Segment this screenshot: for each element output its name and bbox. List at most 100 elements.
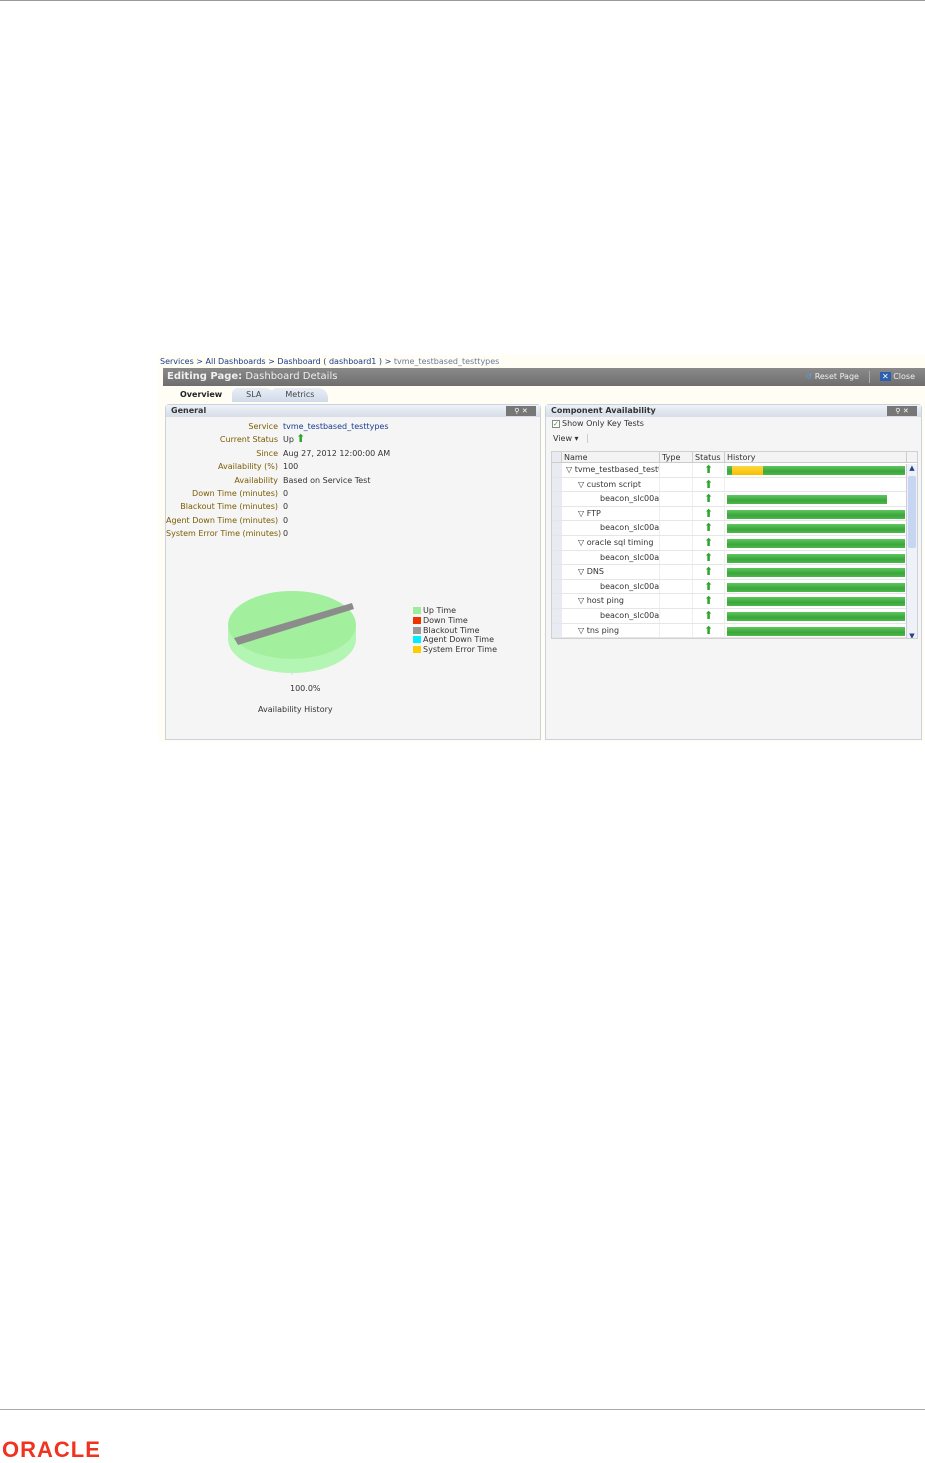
- field-label: Availability (%): [218, 462, 278, 472]
- name-cell: ▽ DNS: [562, 565, 660, 579]
- expand-icon[interactable]: ▽: [578, 596, 587, 606]
- tab-sla[interactable]: SLA: [232, 388, 276, 402]
- table-row[interactable]: ▽ oracle sql timing ⬆: [552, 535, 917, 551]
- expand-icon[interactable]: ▽: [578, 508, 587, 518]
- row-name: beacon_slc00aa: [600, 523, 660, 533]
- field-value: 0: [283, 488, 289, 498]
- table-row[interactable]: ▽ FTP ⬆: [552, 506, 917, 522]
- table-row[interactable]: beacon_slc00aa ⬆: [552, 492, 917, 507]
- table-row[interactable]: beacon_slc00aa ⬆: [552, 521, 917, 536]
- history-cell: [725, 580, 907, 594]
- checkbox-icon: ✓: [552, 419, 560, 428]
- field-row: Down Time (minutes) 0: [166, 487, 542, 500]
- reset-page-button[interactable]: ↺ Reset Page: [805, 368, 859, 386]
- pie-chart: [228, 591, 356, 675]
- panel-title: General: [171, 406, 207, 415]
- legend-item: Agent Down Time: [413, 635, 497, 645]
- crumb-all-dashboards[interactable]: All Dashboards: [205, 357, 266, 366]
- table-row[interactable]: ▽ host ping ⬆: [552, 594, 917, 609]
- history-cell: [725, 478, 907, 492]
- pie-side: [228, 625, 356, 673]
- history-cell: [725, 492, 907, 506]
- row-name: tns ping: [586, 625, 620, 635]
- expand-icon[interactable]: ▽: [578, 625, 587, 635]
- tab-overview[interactable]: Overview: [166, 388, 237, 402]
- status-up-icon: ⬆: [703, 594, 714, 608]
- component-panel: Component Availability ⚲ ✕ ✓ Show Only K…: [545, 404, 922, 740]
- general-panel: General ⚲ ✕ Service tvme_testbased_testty…: [165, 404, 541, 740]
- name-cell: beacon_slc00aa: [562, 492, 660, 506]
- field-label: Availability: [234, 475, 278, 485]
- table-row[interactable]: beacon_slc00aa ⬆: [552, 579, 917, 595]
- chart-title: Availability History: [258, 705, 333, 714]
- expand-icon[interactable]: ▽: [566, 465, 575, 474]
- type-cell: [660, 477, 693, 492]
- row-header: [552, 594, 562, 608]
- divider: [868, 371, 870, 383]
- field-row: Since Aug 27, 2012 12:00:00 AM: [166, 447, 542, 460]
- field-value: 0: [283, 515, 289, 525]
- table-row[interactable]: beacon_slc00aa ⬆: [552, 550, 917, 566]
- history-bar-up: [726, 553, 906, 563]
- key-tests-checkbox[interactable]: ✓ Show Only Key Tests: [552, 419, 644, 428]
- view-menu[interactable]: View ▾: [553, 434, 588, 443]
- table-row[interactable]: ▽ tns ping ⬆: [552, 623, 917, 638]
- scroll-up-icon[interactable]: ▲: [909, 464, 915, 472]
- status-cell: ⬆: [693, 506, 725, 521]
- history-bar-error: [732, 466, 764, 475]
- legend-label: Down Time: [423, 616, 468, 626]
- reset-icon: ↺: [805, 372, 813, 381]
- expand-icon[interactable]: ▽: [578, 479, 587, 489]
- table-row[interactable]: ▽ tvme_testbased_testtypes ⬆: [552, 463, 917, 478]
- name-cell: ▽ oracle sql timing: [562, 535, 660, 550]
- col-status[interactable]: Status: [693, 452, 725, 462]
- table-row[interactable]: beacon_slc00aa ⬆: [552, 608, 917, 624]
- legend-label: Agent Down Time: [423, 635, 495, 645]
- header-rule: [0, 0, 925, 1]
- col-name[interactable]: Name: [562, 452, 660, 462]
- status-up-icon: ⬆: [703, 492, 714, 506]
- history-bar-up: [726, 568, 906, 578]
- row-header-col: [552, 452, 562, 462]
- status-cell: ⬆: [693, 608, 725, 623]
- slice-label: 100.0%: [290, 684, 321, 693]
- title-prefix: Editing Page:: [167, 371, 243, 382]
- type-cell: [660, 623, 693, 638]
- col-type[interactable]: Type: [660, 452, 693, 462]
- close-button[interactable]: ✕ Close: [879, 368, 915, 386]
- screenshot: Services > All Dashboards > Dashboard ( …: [158, 355, 925, 742]
- name-cell: ▽ FTP: [562, 506, 660, 521]
- expand-icon[interactable]: ▽: [578, 567, 587, 577]
- scroll-down-icon[interactable]: ▼: [909, 632, 915, 639]
- col-history[interactable]: History: [725, 452, 907, 462]
- field-value: 0: [283, 502, 289, 512]
- legend-label: Up Time: [423, 606, 457, 616]
- type-cell: [660, 579, 693, 594]
- history-cell: [725, 536, 907, 550]
- expand-icon[interactable]: ▽: [578, 537, 587, 547]
- history-bar-up: [726, 466, 733, 475]
- legend-swatch: [413, 626, 421, 634]
- status-up-icon: ⬆: [703, 477, 714, 491]
- field-value[interactable]: tvme_testbased_testtypes: [283, 422, 389, 431]
- type-cell: [660, 565, 693, 579]
- table-row[interactable]: ▽ DNS ⬆: [552, 565, 917, 580]
- field-value: Based on Service Test: [283, 475, 371, 485]
- breadcrumb: Services > All Dashboards > Dashboard ( …: [160, 357, 500, 366]
- legend-swatch: [413, 607, 421, 615]
- tab-metrics[interactable]: Metrics: [271, 388, 329, 402]
- history-cell: [725, 624, 907, 638]
- panel-controls[interactable]: ⚲ ✕: [887, 406, 917, 416]
- scroll-thumb[interactable]: [908, 476, 916, 548]
- panel-controls[interactable]: ⚲ ✕: [506, 406, 536, 416]
- name-cell: ▽ host ping: [562, 594, 660, 608]
- table-row[interactable]: ▽ custom script ⬆: [552, 477, 917, 493]
- crumb-services[interactable]: Services: [160, 357, 194, 366]
- history-cell: [725, 507, 907, 521]
- status-cell: ⬆: [693, 579, 725, 594]
- table-header: Name Type Status History: [552, 452, 917, 463]
- panel-header: General ⚲ ✕: [166, 405, 540, 417]
- row-name: DNS: [586, 567, 604, 577]
- vertical-scrollbar[interactable]: ▲ ▼: [906, 464, 917, 639]
- crumb-dashboard[interactable]: Dashboard ( dashboard1 ): [277, 357, 383, 366]
